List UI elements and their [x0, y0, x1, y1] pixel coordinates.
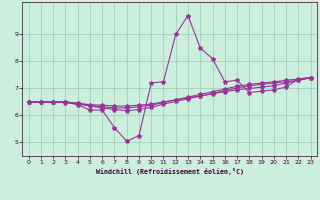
X-axis label: Windchill (Refroidissement éolien,°C): Windchill (Refroidissement éolien,°C) — [96, 168, 244, 175]
